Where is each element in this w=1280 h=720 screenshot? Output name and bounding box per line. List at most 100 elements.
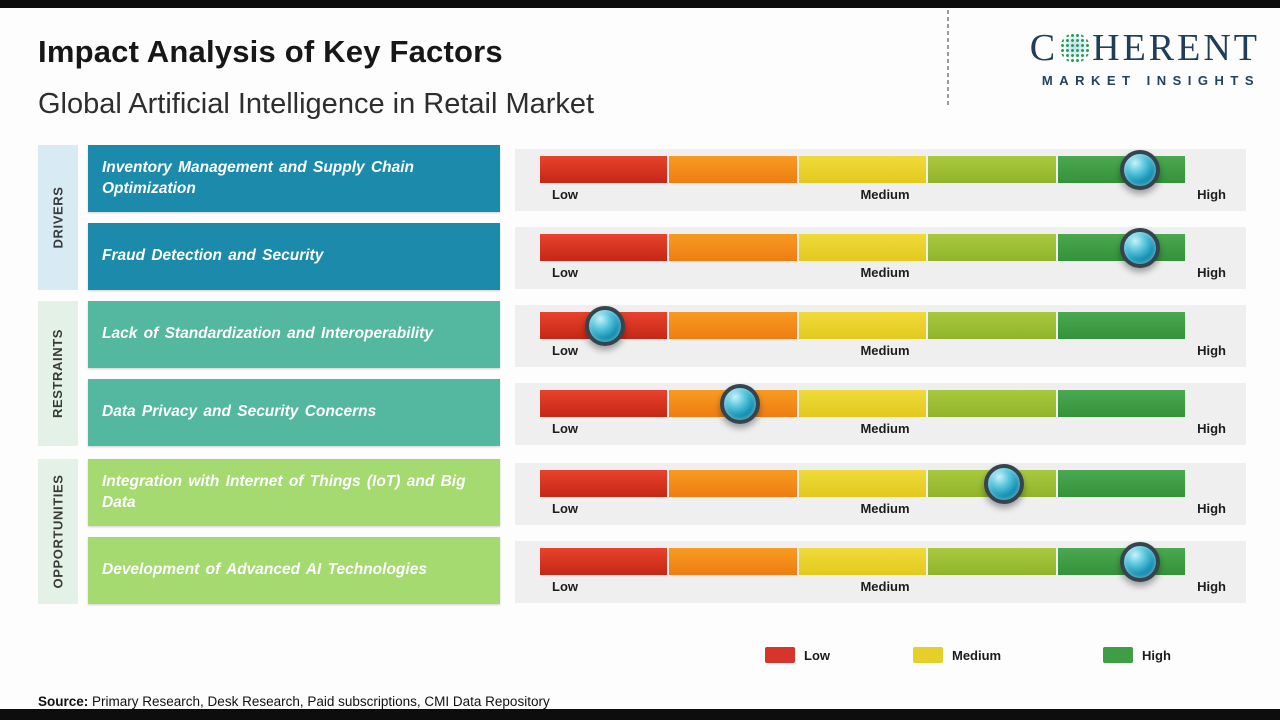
factor-label: Fraud Detection and Security [102,247,324,265]
scale-label-low: Low [552,579,578,594]
scale-label-medium: Medium [860,265,910,280]
impact-marker [1119,149,1160,190]
bar-segment-high [1057,390,1186,417]
bar-segment-low [540,390,668,417]
factor-label: Inventory Management and Supply Chain Op… [102,158,415,197]
page-subtitle: Global Artificial Intelligence in Retail… [38,88,595,120]
bar-segment-low [540,548,668,575]
bar-segment-medium-high [928,390,1056,417]
impact-marker [584,305,625,346]
legend-item-high: High [1103,647,1171,663]
group-strip-opportunities: OPPORTUNITIES [38,459,78,604]
impact-bar [540,383,1186,424]
scale-labels: Low Medium High [540,501,1230,521]
impact-bar [540,149,1186,190]
bar-segment-low-medium [669,156,797,183]
factor-box-advanced-ai: Development of Advanced AI Technologies [88,537,500,604]
bar-segment-medium-high [928,156,1056,183]
bar-segment-medium [798,548,927,575]
impact-bar [540,541,1186,582]
factor-label: Lack of Standardization and Interoperabi… [102,325,433,343]
bar-segment-medium-high [928,234,1056,261]
impact-bar [540,227,1186,268]
scale-label-high: High [1197,187,1226,202]
bar-segment-medium [798,470,927,497]
bar-segment-medium-high [928,548,1056,575]
impact-track: Low Medium High [515,541,1246,603]
scale-label-high: High [1197,343,1226,358]
scale-label-low: Low [552,501,578,516]
scale-label-low: Low [552,343,578,358]
bar-segment-medium [798,156,927,183]
impact-bar [540,305,1186,346]
scale-label-low: Low [552,187,578,202]
legend-label-medium: Medium [952,647,1002,663]
impact-marker [1119,541,1160,582]
scale-label-high: High [1197,265,1226,280]
factor-box-fraud-detection: Fraud Detection and Security [88,223,500,290]
bar-segment-high [1057,312,1186,339]
logo-tagline: MARKET INSIGHTS [1041,73,1260,88]
impact-track: Low Medium High [515,149,1246,211]
logo-letters-herent: HERENT [1092,27,1260,69]
impact-track: Low Medium High [515,227,1246,289]
bar-segment-high [1057,470,1186,497]
impact-track: Low Medium High [515,305,1246,367]
page-title: Impact Analysis of Key Factors [38,34,503,69]
impact-marker [719,383,760,424]
factor-box-lack-of-standardization: Lack of Standardization and Interoperabi… [88,301,500,368]
impact-track: Low Medium High [515,463,1246,525]
scale-label-high: High [1197,579,1226,594]
group-strip-restraints: RESTRAINTS [38,301,78,446]
scale-label-medium: Medium [860,187,910,202]
bar-segment-medium [798,234,927,261]
scale-label-low: Low [552,265,578,280]
bar-segment-low-medium [669,234,797,261]
scale-labels: Low Medium High [540,421,1230,441]
factor-label: Integration with Internet of Things (IoT… [102,472,466,511]
bar-segment-low-medium [669,470,797,497]
logo-wordmark: C HERENT [1030,26,1260,70]
bottom-border-bar [0,709,1280,720]
bar-segment-low [540,470,668,497]
group-label-opportunities: OPPORTUNITIES [50,474,66,589]
legend-label-high: High [1142,647,1171,663]
group-label-drivers: DRIVERS [50,186,66,249]
factor-box-iot-big-data: Integration with Internet of Things (IoT… [88,459,500,526]
logo-letter-c: C [1029,27,1059,69]
impact-marker [1119,227,1160,268]
group-label-restraints: RESTRAINTS [50,328,66,419]
scale-label-medium: Medium [860,421,910,436]
top-border-bar [0,0,1280,8]
legend-item-medium: Medium [913,647,1001,663]
bar-segment-low-medium [669,312,797,339]
scale-labels: Low Medium High [540,265,1230,285]
factor-label: Development of Advanced AI Technologies [102,561,427,579]
source-text: Primary Research, Desk Research, Paid su… [92,694,550,709]
legend-swatch-medium [913,647,943,663]
legend-swatch-high [1103,647,1133,663]
bar-segment-low [540,156,668,183]
legend-swatch-low [765,647,795,663]
company-logo: C HERENT MARKET INSIGHTS [1030,26,1260,88]
logo-divider [947,10,949,106]
scale-label-low: Low [552,421,578,436]
factor-box-data-privacy: Data Privacy and Security Concerns [88,379,500,446]
factor-box-inventory-management: Inventory Management and Supply Chain Op… [88,145,500,212]
bar-segment-medium [798,390,927,417]
impact-marker [984,463,1025,504]
bar-segment-medium-high [928,312,1056,339]
bar-segment-medium [798,312,927,339]
factor-label: Data Privacy and Security Concerns [102,403,377,421]
source-note: Source: Primary Research, Desk Research,… [38,694,550,709]
scale-labels: Low Medium High [540,187,1230,207]
scale-label-medium: Medium [860,343,910,358]
scale-label-high: High [1197,421,1226,436]
source-prefix: Source: [38,694,89,709]
scale-labels: Low Medium High [540,579,1230,599]
scale-label-medium: Medium [860,579,910,594]
legend-label-low: Low [804,647,830,663]
legend-item-low: Low [765,647,830,663]
impact-track: Low Medium High [515,383,1246,445]
